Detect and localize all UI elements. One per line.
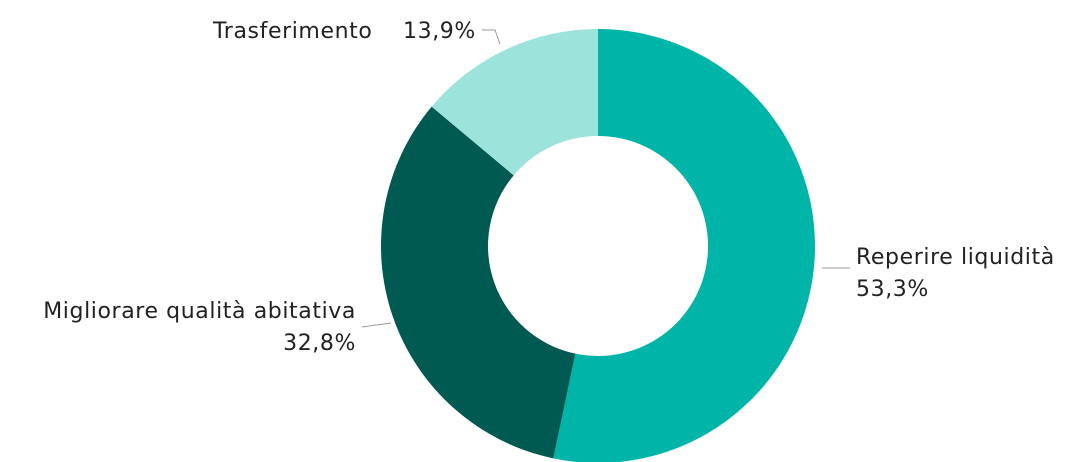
slice-reperire-liquidita — [553, 29, 816, 462]
label-migliorare-qualita-abitativa-name: Migliorare qualità abitativa — [43, 299, 356, 324]
label-reperire-liquidita-name: Reperire liquidità — [856, 245, 1055, 270]
label-trasferimento-value: 13,9% — [403, 19, 476, 44]
slice-trasferimento — [431, 29, 598, 176]
label-migliorare-qualita-abitativa-value: 32,8% — [283, 331, 356, 356]
slice-migliorare-qualita-abitativa — [381, 106, 576, 459]
donut-slices — [381, 29, 816, 462]
leader-line-trasferimento — [482, 29, 501, 45]
label-trasferimento-name: Trasferimento — [212, 19, 372, 44]
leader-line-migliorare-qualita-abitativa — [361, 322, 392, 328]
label-reperire-liquidita-value: 53,3% — [856, 277, 929, 302]
